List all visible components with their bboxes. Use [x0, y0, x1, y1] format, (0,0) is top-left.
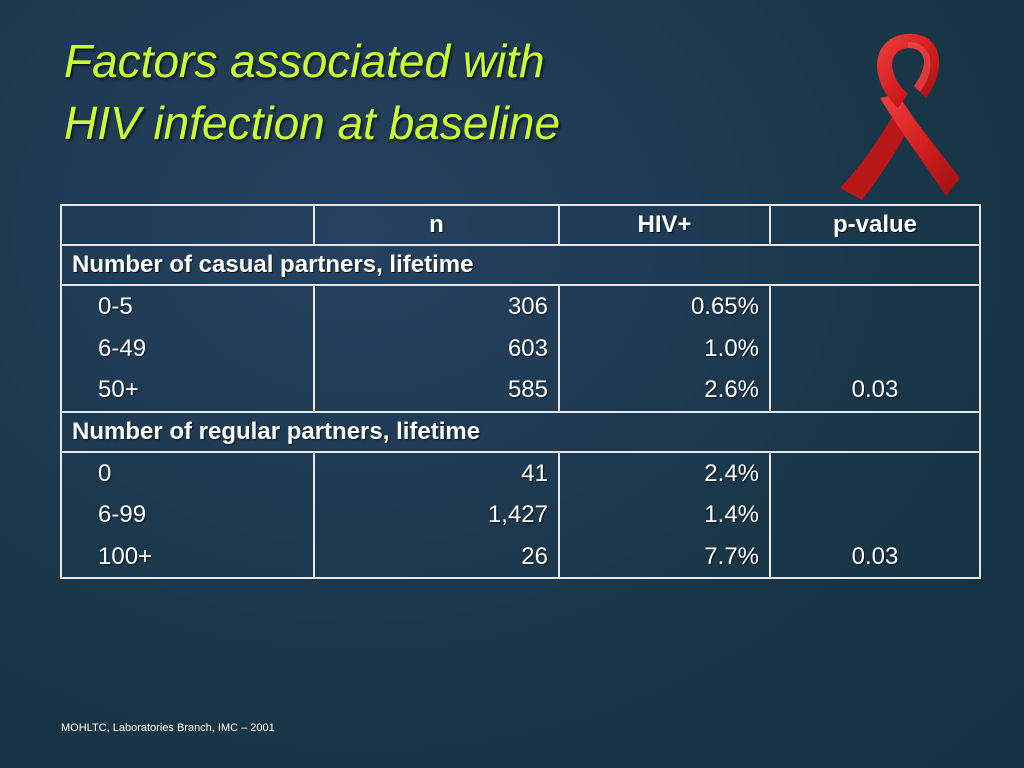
category-column: 0-5 6-49 50+ [60, 284, 315, 413]
n-cell: 41 [521, 459, 548, 487]
category-column: 0 6-99 100+ [60, 450, 315, 579]
slide-title-line-2: HIV infection at baseline [64, 97, 561, 149]
hiv-column: 2.4% 1.4% 7.7% [558, 450, 771, 579]
p-value-cell [781, 286, 969, 328]
red-ribbon-icon [840, 33, 960, 200]
hiv-cell: 1.0% [704, 334, 759, 362]
section-label-casual-partners: Number of casual partners, lifetime [60, 244, 981, 286]
data-rows-casual: 0-5 6-49 50+ 306 603 585 0.65% 1.0% 2.6% [60, 284, 981, 413]
slide-title: Factors associated with HIV infection at… [64, 30, 560, 154]
section-row-regular: Number of regular partners, lifetime [60, 410, 981, 453]
table-header-row: n HIV+ p-value [60, 204, 981, 246]
n-cell: 585 [507, 376, 548, 403]
category-cell: 6-99 [98, 501, 147, 528]
header-cell-hiv: HIV+ [558, 204, 771, 246]
n-cell: 603 [507, 334, 548, 362]
source-footer: MOHLTC, Laboratories Branch, IMC – 2001 [61, 722, 275, 734]
p-value-cell: 0.03 [851, 376, 899, 403]
p-value-cell [781, 328, 969, 370]
hiv-cell: 7.7% [704, 542, 759, 570]
p-value-cell [781, 494, 969, 536]
n-cell: 306 [507, 293, 548, 320]
p-value-column: 0.03 [769, 450, 981, 579]
header-cell-p-value: p-value [769, 204, 981, 246]
category-cell: 0 [98, 459, 112, 487]
hiv-cell: 2.4% [704, 459, 759, 487]
slide-title-line-1: Factors associated with [64, 35, 545, 87]
category-cell: 6-49 [98, 334, 147, 362]
p-value-cell [781, 453, 969, 495]
header-cell-n: n [313, 204, 560, 246]
n-column: 41 1,427 26 [313, 450, 560, 579]
hiv-cell: 1.4% [704, 501, 759, 528]
p-value-cell: 0.03 [851, 542, 899, 570]
n-column: 306 603 585 [313, 284, 560, 413]
category-cell: 0-5 [98, 293, 133, 320]
hiv-factors-table: n HIV+ p-value Number of casual partners… [60, 204, 981, 579]
header-cell-empty [60, 204, 315, 246]
hiv-cell: 2.6% [704, 376, 759, 403]
hiv-cell: 0.65% [690, 293, 759, 320]
data-rows-regular: 0 6-99 100+ 41 1,427 26 2.4% 1.4% 7.7% [60, 450, 981, 579]
section-row-casual: Number of casual partners, lifetime [60, 244, 981, 286]
n-cell: 1,427 [487, 501, 548, 528]
section-label-regular-partners: Number of regular partners, lifetime [60, 410, 981, 453]
p-value-column: 0.03 [769, 284, 981, 413]
category-cell: 50+ [98, 376, 139, 403]
n-cell: 26 [521, 542, 548, 570]
hiv-column: 0.65% 1.0% 2.6% [558, 284, 771, 413]
category-cell: 100+ [98, 542, 153, 570]
